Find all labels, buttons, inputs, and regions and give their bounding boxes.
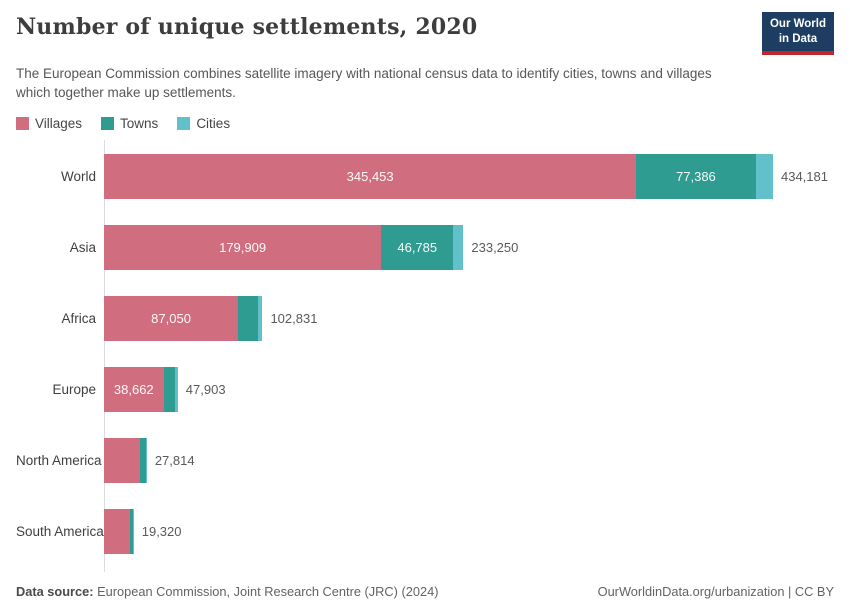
legend-label: Villages <box>35 115 83 131</box>
segment-value-label: 77,386 <box>676 168 716 184</box>
total-value-label: 27,814 <box>154 452 195 468</box>
chart-row: North America 27,814 <box>16 437 834 483</box>
bar-track: 345,453 77,386 434,181 <box>104 153 828 199</box>
legend-item-towns[interactable]: Towns <box>101 116 158 131</box>
bar-segment-cities[interactable] <box>145 437 147 483</box>
bar-rows: World 345,453 77,386 434,181 Asia 179,909 46,7… <box>16 153 834 554</box>
total-value-label: 19,320 <box>141 523 182 539</box>
bar-segment-villages[interactable]: 345,453 <box>104 153 637 199</box>
segment-value-label: 46,785 <box>397 239 438 255</box>
row-label: South America <box>16 523 104 539</box>
total-value-label: 233,250 <box>471 239 519 255</box>
data-source-label: Data source: <box>16 583 94 599</box>
bar-segment-towns[interactable] <box>139 437 146 483</box>
total-value-label: 47,903 <box>185 381 226 397</box>
bar-segment-villages[interactable]: 38,662 <box>104 366 164 412</box>
segment-value-label: 87,050 <box>151 310 191 326</box>
bar-track: 87,050 102,831 <box>104 295 318 341</box>
y-axis-line <box>104 139 105 572</box>
bar-segment-towns[interactable]: 77,386 <box>636 153 756 199</box>
bar-segment-villages[interactable] <box>104 508 130 554</box>
row-label: Europe <box>52 381 96 397</box>
chart-row: World 345,453 77,386 434,181 <box>16 153 834 199</box>
legend-swatch-icon <box>101 116 115 130</box>
legend-item-cities[interactable]: Cities <box>177 116 230 131</box>
legend-label: Towns <box>120 115 159 131</box>
footer: Data source: European Commission, Joint … <box>16 584 834 599</box>
owid-logo: Our World in Data <box>761 12 834 55</box>
bar-segment-villages[interactable]: 87,050 <box>104 295 239 341</box>
chart-row: Europe 38,662 47,903 <box>16 366 834 412</box>
segment-value-label: 345,453 <box>346 168 394 184</box>
segment-value-label: 38,662 <box>113 381 154 397</box>
bar-track: 27,814 <box>104 437 195 483</box>
total-value-label: 434,181 <box>780 168 828 184</box>
owid-url-link[interactable]: OurWorldinData.org/urbanization | CC BY <box>597 583 834 599</box>
segment-value-label: 179,909 <box>219 239 267 255</box>
bar-segment-towns[interactable] <box>163 366 176 412</box>
row-label: Africa <box>61 310 96 326</box>
legend-swatch-icon <box>177 116 191 130</box>
chart-subtitle: The European Commission combines satelli… <box>16 65 712 100</box>
total-value-label: 102,831 <box>270 310 318 326</box>
bar-segment-towns[interactable] <box>238 295 258 341</box>
owid-logo-line2: in Data <box>778 32 818 45</box>
data-source-text: Data source: European Commission, Joint … <box>16 584 438 599</box>
data-source-value: European Commission, Joint Research Cent… <box>93 583 439 599</box>
legend-label: Cities <box>196 115 231 131</box>
bar-segment-villages[interactable] <box>104 437 140 483</box>
bar-segment-cities[interactable] <box>175 366 178 412</box>
page-title: Number of unique settlements, 2020 <box>16 14 478 40</box>
chart-row: South America 19,320 <box>16 508 834 554</box>
bar-track: 179,909 46,785 233,250 <box>104 224 519 270</box>
header: Number of unique settlements, 2020 Our W… <box>16 10 834 55</box>
legend-swatch-icon <box>16 116 29 130</box>
bar-segment-towns[interactable] <box>129 508 134 554</box>
chart-row: Asia 179,909 46,785 233,250 <box>16 224 834 270</box>
bar-segment-cities[interactable] <box>258 295 263 341</box>
bar-track: 19,320 <box>104 508 182 554</box>
chart-row: Africa 87,050 102,831 <box>16 295 834 341</box>
row-label: North America <box>16 452 102 468</box>
bar-track: 38,662 47,903 <box>104 366 226 412</box>
bar-segment-towns[interactable]: 46,785 <box>381 224 454 270</box>
row-label: World <box>60 168 96 184</box>
bar-segment-cities[interactable] <box>453 224 464 270</box>
bar-segment-cities[interactable] <box>755 153 773 199</box>
legend: Villages Towns Cities <box>16 116 834 131</box>
owid-logo-line1: Our World <box>769 18 826 30</box>
legend-item-villages[interactable]: Villages <box>16 116 82 131</box>
row-label: Asia <box>69 239 96 255</box>
bar-segment-villages[interactable]: 179,909 <box>104 224 382 270</box>
chart-area: World 345,453 77,386 434,181 Asia 179,909 46,7… <box>16 139 834 572</box>
